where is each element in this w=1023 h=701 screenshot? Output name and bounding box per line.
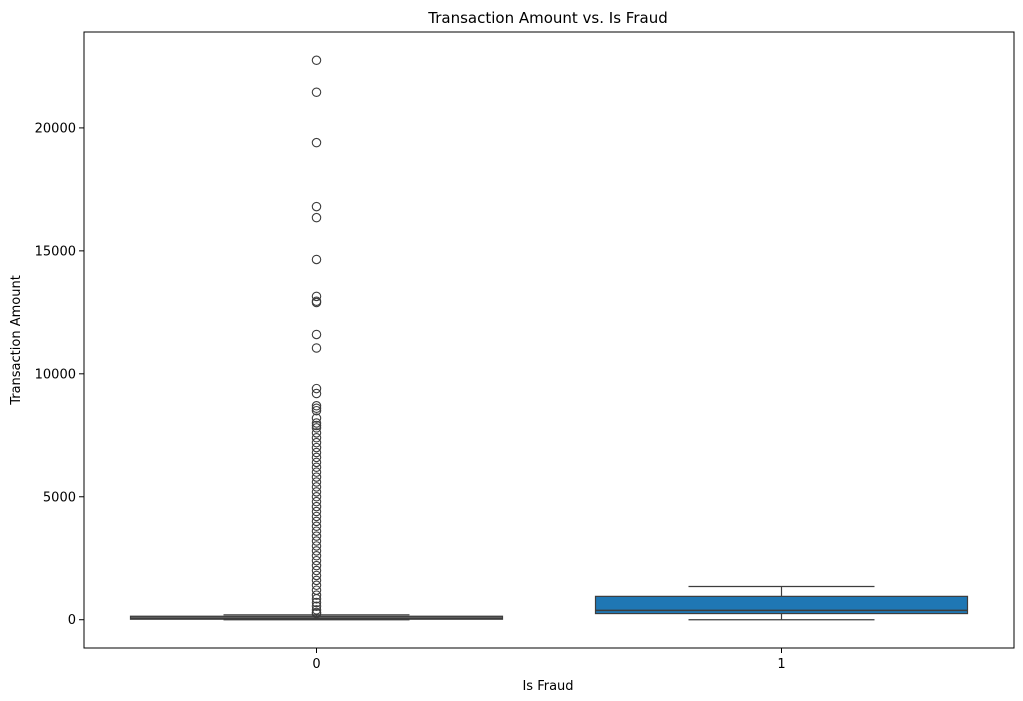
- outlier-point: [311, 601, 322, 611]
- outlier-point: [311, 575, 322, 586]
- x-tick-label: 0: [312, 657, 320, 672]
- outlier-point: [311, 521, 322, 532]
- outlier-point: [311, 383, 322, 394]
- outlier-point: [311, 506, 322, 517]
- outlier-point: [311, 565, 322, 576]
- outlier-point: [311, 541, 322, 551]
- outlier-point: [311, 254, 322, 265]
- outlier-point: [311, 201, 322, 212]
- outlier-point: [311, 570, 322, 581]
- outlier-point: [311, 546, 322, 556]
- outlier-point: [311, 462, 322, 473]
- outlier-point: [311, 423, 322, 433]
- y-tick-label: 10000: [35, 367, 76, 382]
- outlier-point: [311, 388, 322, 399]
- outlier-point: [311, 501, 322, 512]
- outlier-point: [311, 137, 322, 148]
- outlier-point: [311, 291, 322, 302]
- outlier-point: [311, 413, 322, 423]
- outlier-point: [311, 442, 322, 453]
- outlier-point: [311, 536, 322, 546]
- outlier-point: [311, 87, 322, 97]
- outlier-point: [311, 555, 322, 566]
- outlier-point: [311, 472, 322, 482]
- outlier-point: [311, 432, 322, 443]
- outlier-point: [311, 403, 322, 413]
- outlier-point: [311, 343, 322, 353]
- outlier-point: [311, 482, 322, 492]
- outlier-point: [311, 452, 322, 463]
- outlier-point: [311, 401, 322, 411]
- outlier-point: [311, 418, 322, 428]
- box-group-1: [594, 585, 969, 621]
- plot-frame: [83, 31, 1015, 649]
- outlier-point: [311, 487, 322, 497]
- y-axis: 0 5000 10000 15000 20000: [35, 121, 84, 628]
- y-tick-label: 15000: [35, 244, 76, 259]
- y-tick-label: 20000: [35, 121, 76, 136]
- y-axis-label: Transaction Amount: [9, 275, 24, 406]
- outlier-point: [311, 590, 322, 600]
- outlier-point: [311, 477, 322, 487]
- outlier-point: [311, 55, 322, 66]
- outlier-point: [311, 457, 322, 468]
- outlier-point: [311, 212, 322, 223]
- chart-title: Transaction Amount vs. Is Fraud: [427, 9, 667, 27]
- outlier-point: [311, 428, 322, 438]
- outlier-point: [311, 605, 322, 615]
- outlier-point: [311, 420, 322, 431]
- outlier-point: [311, 329, 322, 340]
- outlier-point: [311, 496, 322, 507]
- outlier-point: [311, 492, 322, 502]
- outlier-point: [311, 467, 322, 477]
- outlier-point: [311, 551, 322, 561]
- box-group-0: [129, 55, 504, 621]
- y-tick-label: 0: [68, 613, 76, 628]
- outlier-point: [311, 526, 322, 536]
- outlier-point: [311, 580, 322, 591]
- outlier-point: [311, 437, 322, 448]
- outlier-point: [311, 594, 322, 604]
- y-tick-label: 5000: [43, 490, 76, 505]
- outlier-point: [311, 560, 322, 571]
- outlier-point: [311, 597, 322, 608]
- outlier-point: [311, 585, 322, 595]
- outlier-point: [311, 511, 322, 522]
- outlier-point: [311, 297, 322, 308]
- box-iqr: [594, 595, 969, 615]
- outlier-point: [311, 405, 322, 416]
- x-tick-label: 1: [777, 657, 785, 672]
- x-axis-label: Is Fraud: [522, 679, 573, 694]
- outlier-point: [311, 447, 322, 458]
- outlier-point: [311, 531, 322, 541]
- outlier-point: [311, 516, 322, 527]
- outlier-point: [311, 608, 322, 619]
- boxes-layer: [129, 55, 969, 621]
